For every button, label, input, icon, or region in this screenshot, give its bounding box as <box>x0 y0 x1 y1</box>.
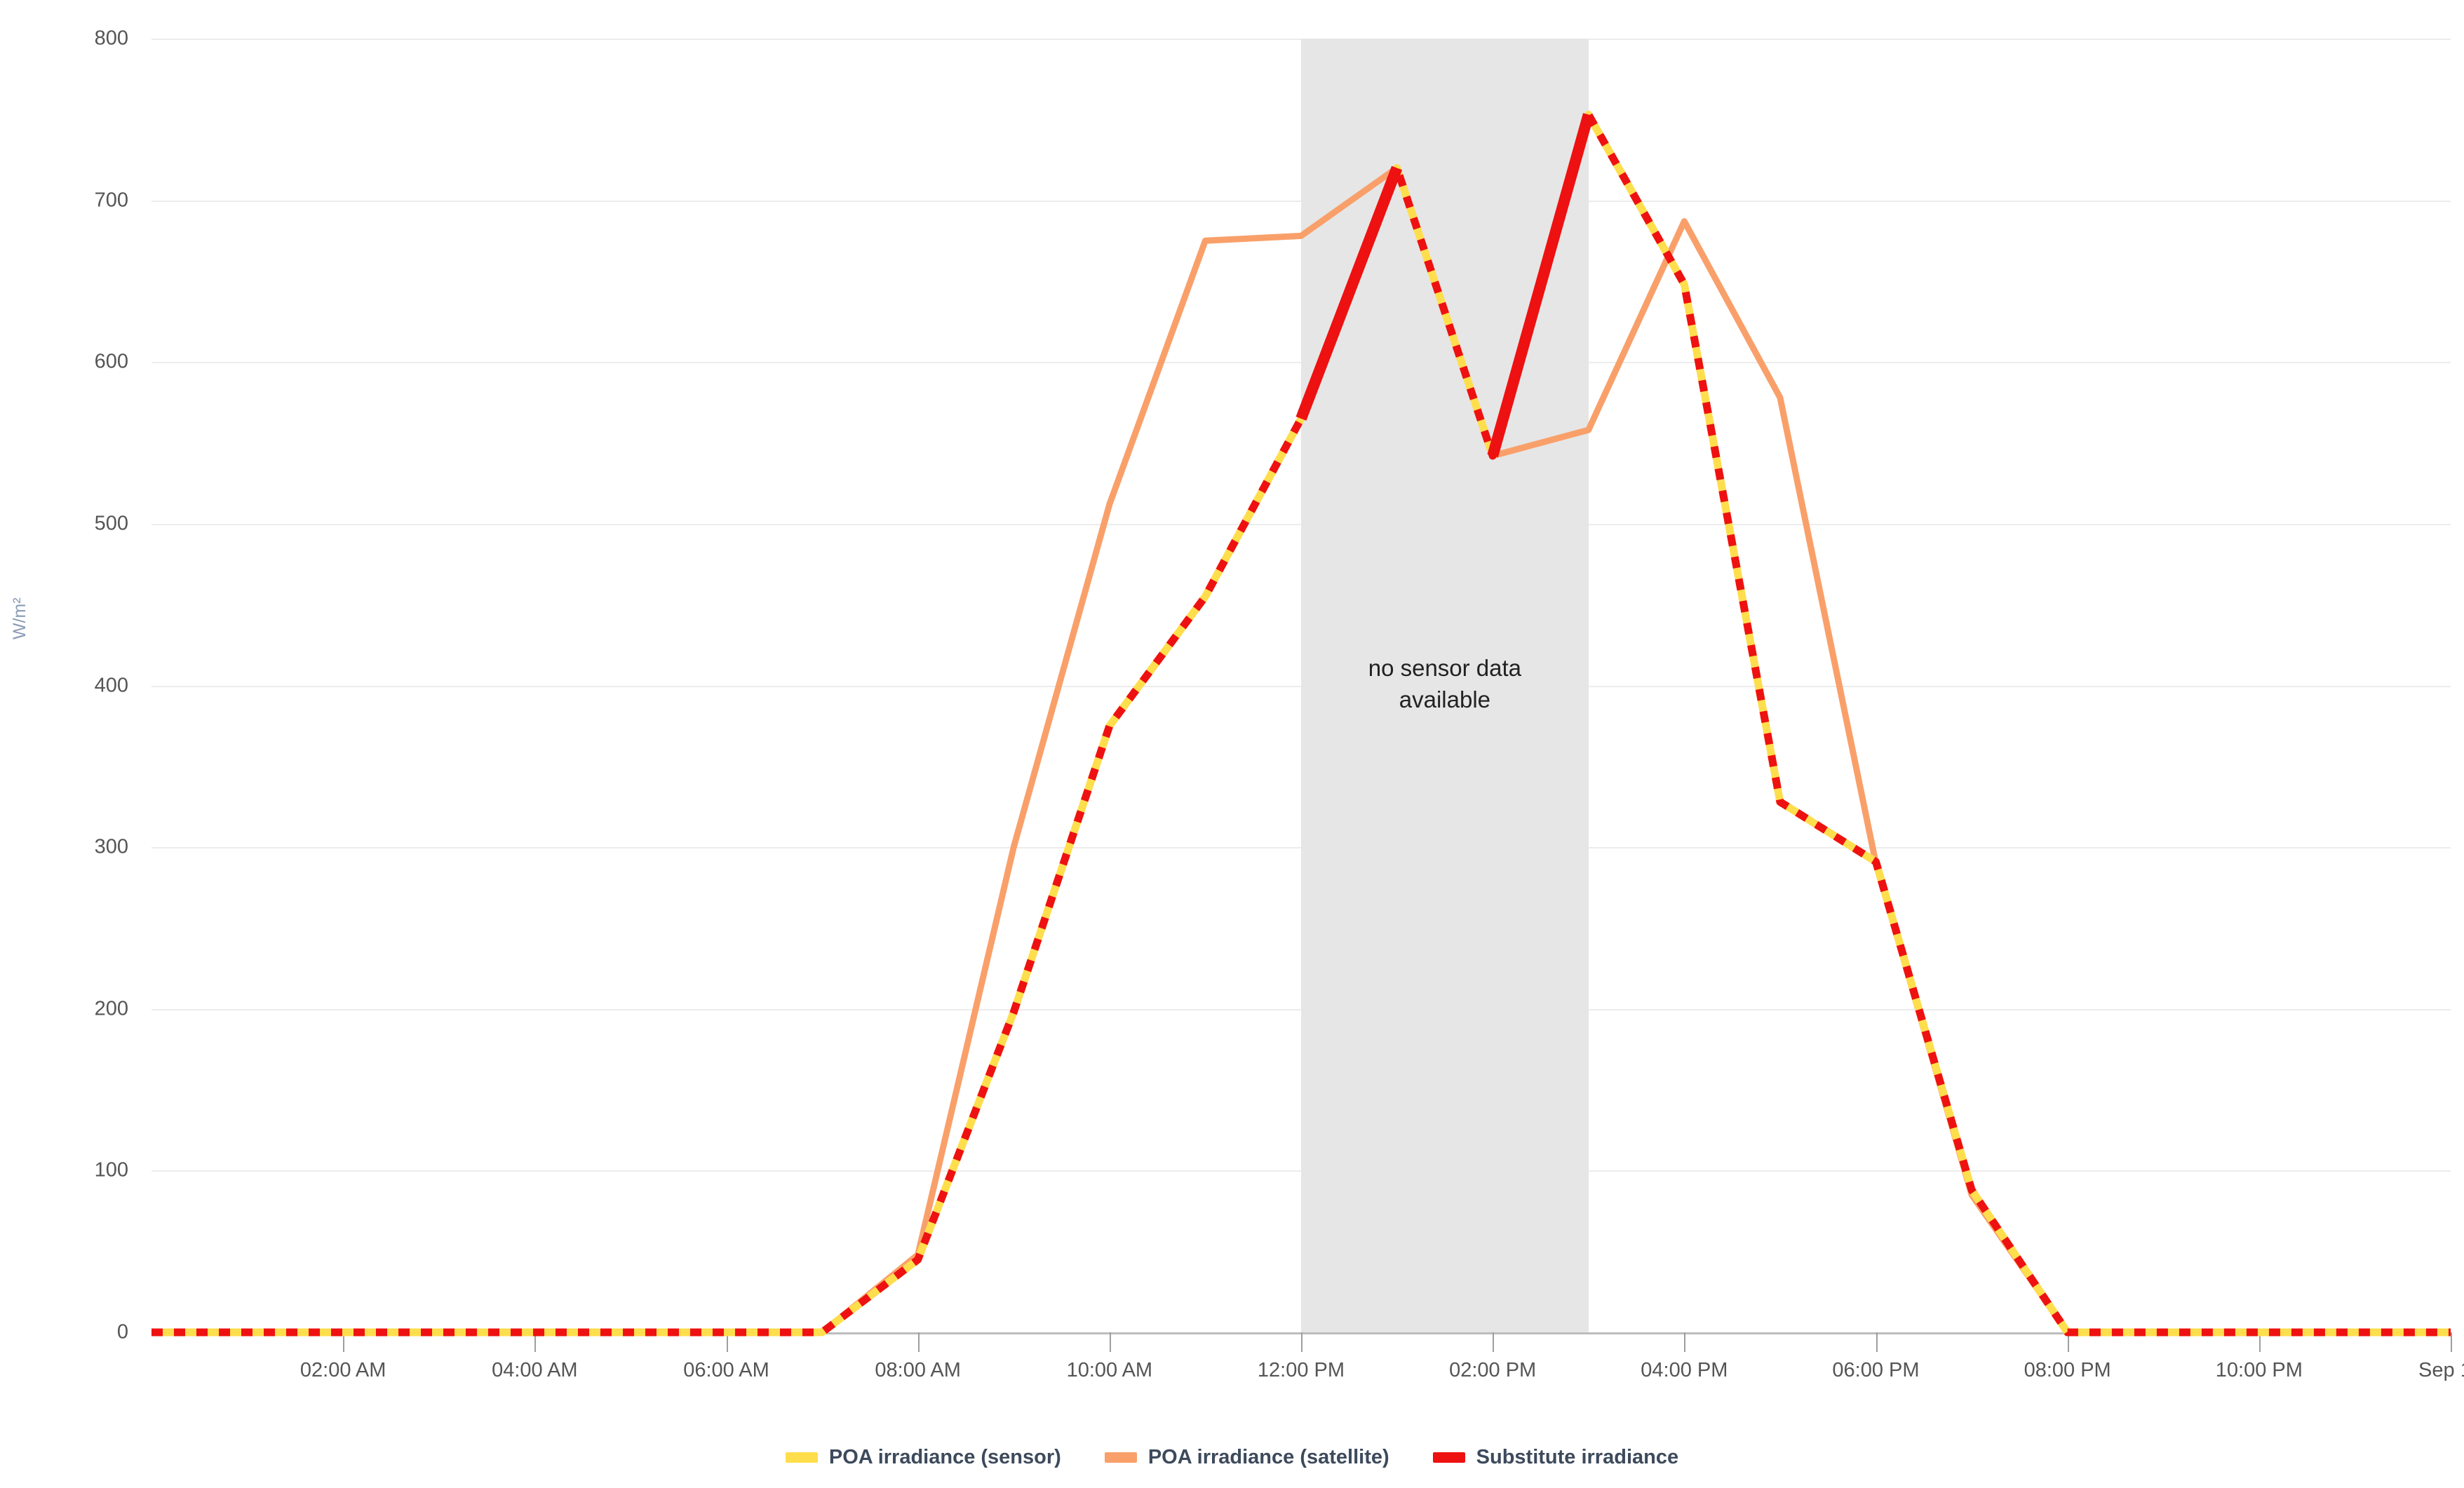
x-tick-label-5: 12:00 PM <box>1257 1359 1345 1381</box>
x-tick-label-8: 06:00 PM <box>1832 1359 1920 1381</box>
chart-legend: POA irradiance (sensor) POA irradiance (s… <box>0 1446 2464 1469</box>
x-tick-label-6: 02:00 PM <box>1449 1359 1537 1381</box>
x-tick-label-10: 10:00 PM <box>2215 1359 2303 1381</box>
x-tick-label-1: 04:00 AM <box>492 1359 578 1381</box>
x-tick-mark-9 <box>2067 1332 2069 1352</box>
y-tick-label-200: 200 <box>94 997 128 1020</box>
y-tick-label-100: 100 <box>94 1158 128 1182</box>
y-tick-label-800: 800 <box>94 27 128 50</box>
legend-swatch-icon <box>1432 1452 1465 1463</box>
x-tick-mark-4 <box>1109 1332 1111 1352</box>
y-tick-label-500: 500 <box>94 512 128 535</box>
x-tick-mark-6 <box>1493 1332 1495 1352</box>
series-poa-sensor-dashes <box>152 110 2451 1337</box>
series-substitute-1 <box>1487 113 1594 458</box>
x-tick-label-3: 08:00 AM <box>875 1359 961 1381</box>
y-tick-label-400: 400 <box>94 674 128 696</box>
y-tick-label-300: 300 <box>94 835 128 858</box>
legend-label: POA irradiance (sensor) <box>828 1446 1061 1468</box>
legend-label: Substitute irradiance <box>1476 1446 1679 1468</box>
x-tick-mark-7 <box>1684 1332 1686 1352</box>
series-substitute-0 <box>1295 165 1403 421</box>
x-tick-label-11: Sep 17 <box>2418 1359 2464 1381</box>
no-sensor-data-band <box>1301 39 1589 1332</box>
legend-swatch-icon <box>785 1452 818 1463</box>
x-tick-label-2: 06:00 AM <box>683 1359 769 1381</box>
x-tick-mark-10 <box>2258 1332 2261 1352</box>
legend-label: POA irradiance (satellite) <box>1147 1446 1389 1468</box>
x-tick-label-4: 10:00 AM <box>1066 1359 1153 1381</box>
series-poa-satellite <box>152 165 2451 1336</box>
x-tick-mark-0 <box>343 1332 345 1352</box>
x-tick-label-7: 04:00 PM <box>1641 1359 1728 1381</box>
x-tick-mark-11 <box>2451 1332 2452 1352</box>
x-tick-mark-2 <box>726 1332 728 1352</box>
no-sensor-data-label: no sensor data available <box>1368 655 1522 712</box>
y-tick-label-600: 600 <box>94 350 128 373</box>
plot-area: no sensor data available <box>152 39 2451 1334</box>
series-poa-sensor-base <box>152 110 2451 1337</box>
y-tick-label-700: 700 <box>94 189 128 212</box>
legend-item-2[interactable]: Substitute irradiance <box>1432 1446 1679 1469</box>
x-tick-mark-5 <box>1301 1332 1302 1352</box>
x-tick-label-9: 08:00 PM <box>2024 1359 2111 1381</box>
x-tick-mark-1 <box>534 1332 537 1352</box>
x-tick-label-0: 02:00 AM <box>299 1359 386 1381</box>
legend-item-0[interactable]: POA irradiance (sensor) <box>785 1446 1061 1469</box>
x-tick-mark-3 <box>917 1332 920 1352</box>
y-tick-label-0: 0 <box>116 1320 128 1344</box>
x-tick-mark-8 <box>1876 1332 1878 1352</box>
legend-swatch-icon <box>1104 1452 1137 1463</box>
legend-item-1[interactable]: POA irradiance (satellite) <box>1104 1446 1389 1469</box>
